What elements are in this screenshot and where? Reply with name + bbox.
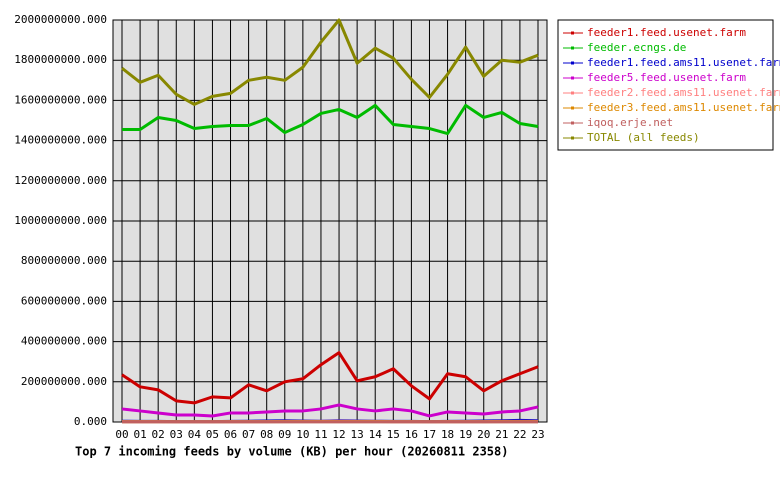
- x-tick-label: 06: [224, 428, 237, 441]
- x-tick-label: 20: [477, 428, 490, 441]
- legend-label: feeder1.feed.usenet.farm: [587, 26, 746, 39]
- legend-label: feeder2.feed.ams11.usenet.farm: [587, 86, 780, 99]
- y-tick-label: 400000000.000: [21, 335, 107, 348]
- x-tick-label: 10: [296, 428, 309, 441]
- x-tick-label: 21: [495, 428, 508, 441]
- x-tick-label: 00: [115, 428, 128, 441]
- x-tick-label: 22: [513, 428, 526, 441]
- y-tick-label: 1000000000.000: [14, 214, 107, 227]
- x-tick-label: 01: [133, 428, 146, 441]
- y-tick-label: 200000000.000: [21, 375, 107, 388]
- x-tick-label: 19: [459, 428, 472, 441]
- legend-label: feeder.ecngs.de: [587, 41, 686, 54]
- legend-label: feeder1.feed.ams11.usenet.farm: [587, 56, 780, 69]
- y-tick-label: 600000000.000: [21, 294, 107, 307]
- x-tick-label: 05: [206, 428, 219, 441]
- legend-label: TOTAL (all feeds): [587, 131, 700, 144]
- x-tick-label: 18: [441, 428, 454, 441]
- y-tick-label: 1400000000.000: [14, 134, 107, 147]
- legend-marker: [571, 122, 574, 125]
- y-tick-label: 1600000000.000: [14, 93, 107, 106]
- legend-marker: [571, 77, 574, 80]
- legend-marker: [571, 62, 574, 65]
- x-tick-label: 08: [260, 428, 273, 441]
- legend-label: feeder5.feed.usenet.farm: [587, 71, 746, 84]
- x-tick-label: 14: [369, 428, 383, 441]
- x-tick-label: 16: [405, 428, 418, 441]
- y-tick-label: 800000000.000: [21, 254, 107, 267]
- legend-marker: [571, 32, 574, 35]
- y-tick-label: 1800000000.000: [14, 53, 107, 66]
- legend-marker: [571, 47, 574, 50]
- x-tick-label: 17: [423, 428, 436, 441]
- x-tick-label: 09: [278, 428, 291, 441]
- legend-marker: [571, 92, 574, 95]
- legend-marker: [571, 107, 574, 110]
- x-tick-label: 12: [332, 428, 345, 441]
- y-tick-label: 2000000000.000: [14, 13, 107, 26]
- x-tick-label: 15: [387, 428, 400, 441]
- x-tick-label: 03: [170, 428, 183, 441]
- y-tick-label: 0.000: [74, 415, 107, 428]
- x-tick-label: 04: [188, 428, 202, 441]
- x-tick-label: 07: [242, 428, 255, 441]
- x-tick-label: 02: [152, 428, 165, 441]
- legend-label: iqoq.erje.net: [587, 116, 673, 129]
- chart-title: Top 7 incoming feeds by volume (KB) per …: [75, 445, 508, 459]
- legend-label: feeder3.feed.ams11.usenet.farm: [587, 101, 780, 114]
- legend-marker: [571, 137, 574, 140]
- x-tick-label: 23: [531, 428, 544, 441]
- x-tick-label: 11: [314, 428, 327, 441]
- x-tick-label: 13: [351, 428, 364, 441]
- y-tick-label: 1200000000.000: [14, 174, 107, 187]
